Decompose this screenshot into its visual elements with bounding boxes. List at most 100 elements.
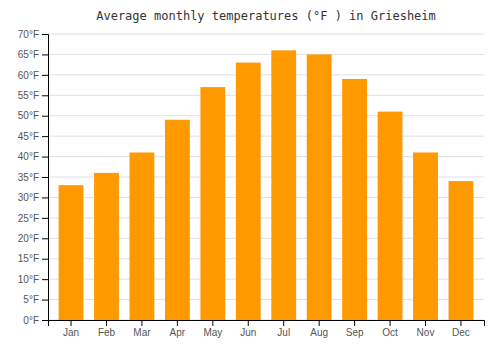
- tick-label: 60°F: [18, 70, 39, 81]
- grid-line: [48, 115, 484, 116]
- tick-mark: [460, 320, 461, 326]
- tick-label: Jul: [277, 327, 290, 338]
- tick-mark: [177, 320, 178, 326]
- bar: [130, 152, 155, 320]
- tick-label: Aug: [310, 327, 328, 338]
- tick: Jan: [63, 320, 79, 338]
- bar: [378, 112, 403, 320]
- tick-mark: [42, 320, 48, 321]
- bar: [342, 79, 367, 320]
- tick-label: Sep: [346, 327, 364, 338]
- tick-mark: [248, 320, 249, 326]
- grid-line: [48, 34, 484, 35]
- y-axis: 0°F 5°F 10°F 15°F 20°F 25°F 30°F 35°F 40°F 45°F 50…: [18, 29, 49, 326]
- tick: 55°F: [18, 90, 48, 101]
- tick: 45°F: [18, 131, 48, 142]
- bar: [165, 120, 190, 320]
- title: Average monthly temperatures (°F ) in Gr…: [96, 9, 436, 23]
- tick-label: 35°F: [18, 172, 39, 183]
- tick: Oct: [382, 320, 398, 338]
- tick-mark: [42, 157, 48, 158]
- tick-mark: [42, 238, 48, 239]
- grid-line: [48, 95, 484, 96]
- tick: 65°F: [18, 49, 48, 60]
- tick-label: May: [203, 327, 222, 338]
- tick-label: 70°F: [18, 29, 39, 40]
- tick-mark: [42, 136, 48, 137]
- tick-mark: [42, 279, 48, 280]
- tick-mark: [42, 177, 48, 178]
- tick: 5°F: [23, 294, 48, 305]
- bar: [271, 50, 296, 320]
- tick: May: [203, 320, 222, 338]
- tick: 70°F: [18, 29, 48, 40]
- tick: 50°F: [18, 110, 48, 121]
- tick: Mar: [133, 320, 151, 338]
- tick: 40°F: [18, 151, 48, 162]
- tick-label: Dec: [452, 327, 470, 338]
- tick: 25°F: [18, 213, 48, 224]
- bars: [59, 50, 474, 320]
- tick-label: 65°F: [18, 49, 39, 60]
- tick-label: Oct: [382, 327, 398, 338]
- tick-label: 40°F: [18, 151, 39, 162]
- tick-label: Apr: [170, 327, 186, 338]
- bar: [94, 173, 119, 320]
- bar: [236, 63, 261, 320]
- grid-line: [48, 54, 484, 55]
- tick-label: 50°F: [18, 110, 39, 121]
- tick: Feb: [98, 320, 116, 338]
- tick-mark: [354, 320, 355, 326]
- tick-mark: [319, 320, 320, 326]
- tick: Jul: [277, 320, 290, 338]
- tick-mark: [141, 320, 142, 326]
- bar: [449, 181, 474, 320]
- tick-mark: [42, 218, 48, 219]
- tick-mark: [42, 75, 48, 76]
- axis-domain: [42, 35, 49, 321]
- tick-label: 15°F: [18, 253, 39, 264]
- bar: [59, 185, 84, 320]
- tick-mark: [42, 300, 48, 301]
- tick: Aug: [310, 320, 328, 338]
- tick-mark: [71, 320, 72, 326]
- chart: 0°F 5°F 10°F 15°F 20°F 25°F 30°F 35°F 40°F 45°F 50…: [0, 0, 500, 350]
- tick-label: 55°F: [18, 90, 39, 101]
- tick-mark: [42, 197, 48, 198]
- axis-domain: [49, 321, 485, 327]
- tick: Jun: [240, 320, 256, 338]
- bar: [307, 54, 332, 320]
- bar: [413, 152, 438, 320]
- tick: 30°F: [18, 192, 48, 203]
- tick-label: Mar: [133, 327, 151, 338]
- x-axis: Jan Feb Mar Apr May Jun Jul Aug Sep Oct Nov Dec: [49, 320, 485, 338]
- tick: 0°F: [23, 315, 48, 326]
- tick-mark: [106, 320, 107, 326]
- tick: Apr: [170, 320, 186, 338]
- tick-mark: [390, 320, 391, 326]
- tick-mark: [42, 259, 48, 260]
- tick-label: 45°F: [18, 131, 39, 142]
- tick: 35°F: [18, 172, 48, 183]
- tick-label: 30°F: [18, 192, 39, 203]
- tick-mark: [283, 320, 284, 326]
- tick: 60°F: [18, 70, 48, 81]
- grid-line: [48, 74, 484, 75]
- tick: Nov: [417, 320, 435, 338]
- tick: Sep: [346, 320, 364, 338]
- tick-label: Feb: [98, 327, 116, 338]
- tick-label: Nov: [417, 327, 435, 338]
- tick: 20°F: [18, 233, 48, 244]
- tick: 10°F: [18, 274, 48, 285]
- grid-line: [48, 136, 484, 137]
- tick: 15°F: [18, 253, 48, 264]
- plot: 0°F 5°F 10°F 15°F 20°F 25°F 30°F 35°F 40°F 45°F 50…: [18, 29, 485, 338]
- tick-label: 0°F: [23, 315, 39, 326]
- tick-mark: [42, 54, 48, 55]
- tick-label: 20°F: [18, 233, 39, 244]
- tick-label: 5°F: [23, 294, 39, 305]
- tick-label: Jan: [63, 327, 79, 338]
- grid: [48, 34, 484, 320]
- tick-mark: [425, 320, 426, 326]
- tick-label: 10°F: [18, 274, 39, 285]
